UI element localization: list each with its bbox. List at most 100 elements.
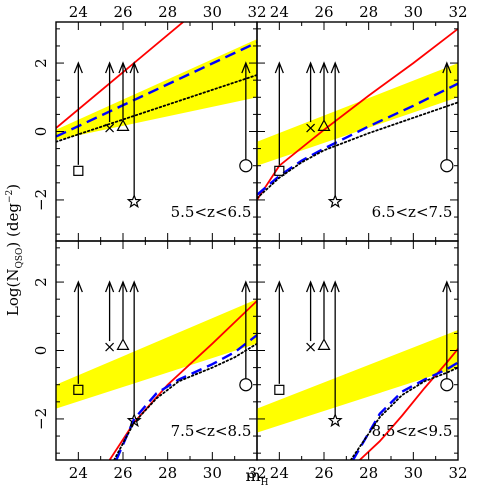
upper-limit-arrow-head — [274, 61, 284, 74]
x-axis-label-main: m — [245, 466, 260, 485]
panel-plot-area — [257, 280, 458, 460]
model-range-band — [56, 299, 257, 409]
blue-dashed-line — [351, 361, 458, 460]
square-marker — [73, 61, 84, 176]
circle-marker — [239, 280, 253, 392]
x-tick-label-top: 30 — [404, 3, 423, 21]
x-tick-label: 24 — [270, 464, 289, 482]
black-dotted-line — [349, 366, 458, 460]
circle-marker — [440, 280, 454, 392]
triangle-marker — [116, 280, 130, 350]
x-tick-label: 30 — [203, 464, 222, 482]
square-symbol — [274, 165, 285, 176]
y-axis-label-sup: −2 — [5, 190, 15, 203]
upper-limit-arrow-head — [330, 280, 340, 293]
blue-dashed-line — [115, 334, 257, 460]
triangle-marker — [116, 61, 130, 131]
panel-plot-area — [257, 28, 458, 209]
upper-limit-arrow-head — [330, 61, 340, 74]
x-tick-label-top: 28 — [359, 3, 378, 21]
upper-limit-arrow-head — [118, 280, 128, 293]
model-range-band — [257, 63, 458, 166]
red-solid-line — [56, 22, 185, 129]
redshift-range-label: 8.5<z<9.5 — [372, 422, 453, 440]
outer-labels: mH Log(NQSO) (deg−2) — [4, 184, 269, 488]
ticks — [55, 241, 258, 460]
upper-limit-arrow-head — [274, 280, 284, 293]
y-tick-label: 2 — [32, 58, 50, 68]
y-tick-label: −2 — [32, 408, 50, 430]
model-range-band — [257, 329, 458, 433]
upper-limit-arrow-head — [118, 61, 128, 74]
star-symbol — [126, 412, 142, 428]
upper-limit-arrow-head — [104, 61, 115, 74]
cross-marker — [305, 280, 316, 352]
panel-top-left: 24 26 28 30 32 −2 0 2 5.5<z<6.5 — [32, 3, 267, 242]
redshift-range-label: 5.5<z<6.5 — [171, 203, 252, 221]
star-marker — [327, 61, 343, 209]
star-marker — [126, 280, 142, 428]
panel-bottom-right: 24 26 28 30 32 8.5<z<9.5 — [256, 240, 468, 482]
x-tick-label-top: 24 — [270, 3, 289, 21]
upper-limit-arrow-head — [129, 61, 139, 74]
x-tick-label: 26 — [314, 464, 333, 482]
x-tick-label-top: 32 — [247, 3, 266, 21]
triangle-marker — [317, 61, 331, 131]
x-tick-label-top: 30 — [203, 3, 222, 21]
triangle-symbol — [116, 119, 130, 131]
upper-limit-arrow-head — [104, 280, 115, 293]
y-axis-label-end: ) — [4, 184, 22, 190]
square-symbol — [73, 384, 84, 395]
upper-limit-arrow-head — [241, 61, 251, 74]
black-dotted-line — [56, 74, 257, 143]
y-axis-label-tail: ) (deg — [4, 203, 22, 248]
triangle-symbol — [116, 338, 130, 350]
cross-symbol — [105, 123, 115, 133]
x-tick-label-top: 24 — [69, 3, 88, 21]
redshift-range-label: 6.5<z<7.5 — [372, 203, 453, 221]
square-marker — [274, 61, 285, 176]
x-tick-label: 32 — [247, 464, 266, 482]
blue-dashed-line — [257, 82, 458, 196]
y-axis-label-main: Log(N — [4, 269, 22, 317]
circle-symbol — [440, 378, 454, 392]
y-tick-label: 0 — [32, 346, 50, 356]
cross-marker — [104, 61, 115, 133]
y-tick-label: 2 — [32, 277, 50, 287]
upper-limit-arrow-head — [129, 280, 139, 293]
upper-limit-arrow-head — [319, 280, 329, 293]
circle-marker — [239, 61, 253, 173]
upper-limit-arrow-head — [442, 280, 452, 293]
x-tick-label: 28 — [158, 464, 177, 482]
upper-limit-arrow-head — [319, 61, 329, 74]
cross-symbol — [306, 123, 316, 133]
upper-limit-arrow-head — [442, 61, 452, 74]
panel-top-right: 24 26 28 30 32 6.5<z<7.5 — [256, 3, 468, 242]
star-symbol — [126, 193, 142, 209]
x-axis-label: mH — [245, 466, 268, 488]
blue-dashed-line — [56, 41, 257, 138]
upper-limit-arrow-head — [73, 61, 83, 74]
square-marker — [274, 280, 285, 395]
cross-marker — [104, 280, 115, 352]
x-tick-label: 30 — [404, 464, 423, 482]
red-solid-line — [359, 348, 458, 460]
upper-limit-arrow-head — [241, 280, 251, 293]
x-tick-label: 24 — [69, 464, 88, 482]
upper-limit-arrow-head — [305, 280, 316, 293]
square-marker — [73, 280, 84, 395]
x-tick-label-top: 26 — [314, 3, 333, 21]
red-solid-line — [257, 28, 458, 201]
cross-symbol — [105, 342, 115, 352]
square-symbol — [274, 384, 285, 395]
triangle-symbol — [317, 119, 331, 131]
black-dotted-line — [113, 342, 257, 460]
x-tick-label-top: 28 — [158, 3, 177, 21]
panel-plot-area — [56, 280, 257, 460]
panel-bottom-left: 24 26 28 30 32 −2 0 2 7.5<z<8.5 — [32, 240, 267, 482]
ticks — [256, 241, 459, 460]
upper-limit-arrow-head — [305, 61, 316, 74]
panels-group: 24 26 28 30 32 −2 0 2 5.5<z<6.5 24 26 28 30 32 6.5<z<7… — [32, 3, 468, 482]
x-tick-label-top: 26 — [113, 3, 132, 21]
x-axis-label-sub: H — [261, 478, 269, 488]
